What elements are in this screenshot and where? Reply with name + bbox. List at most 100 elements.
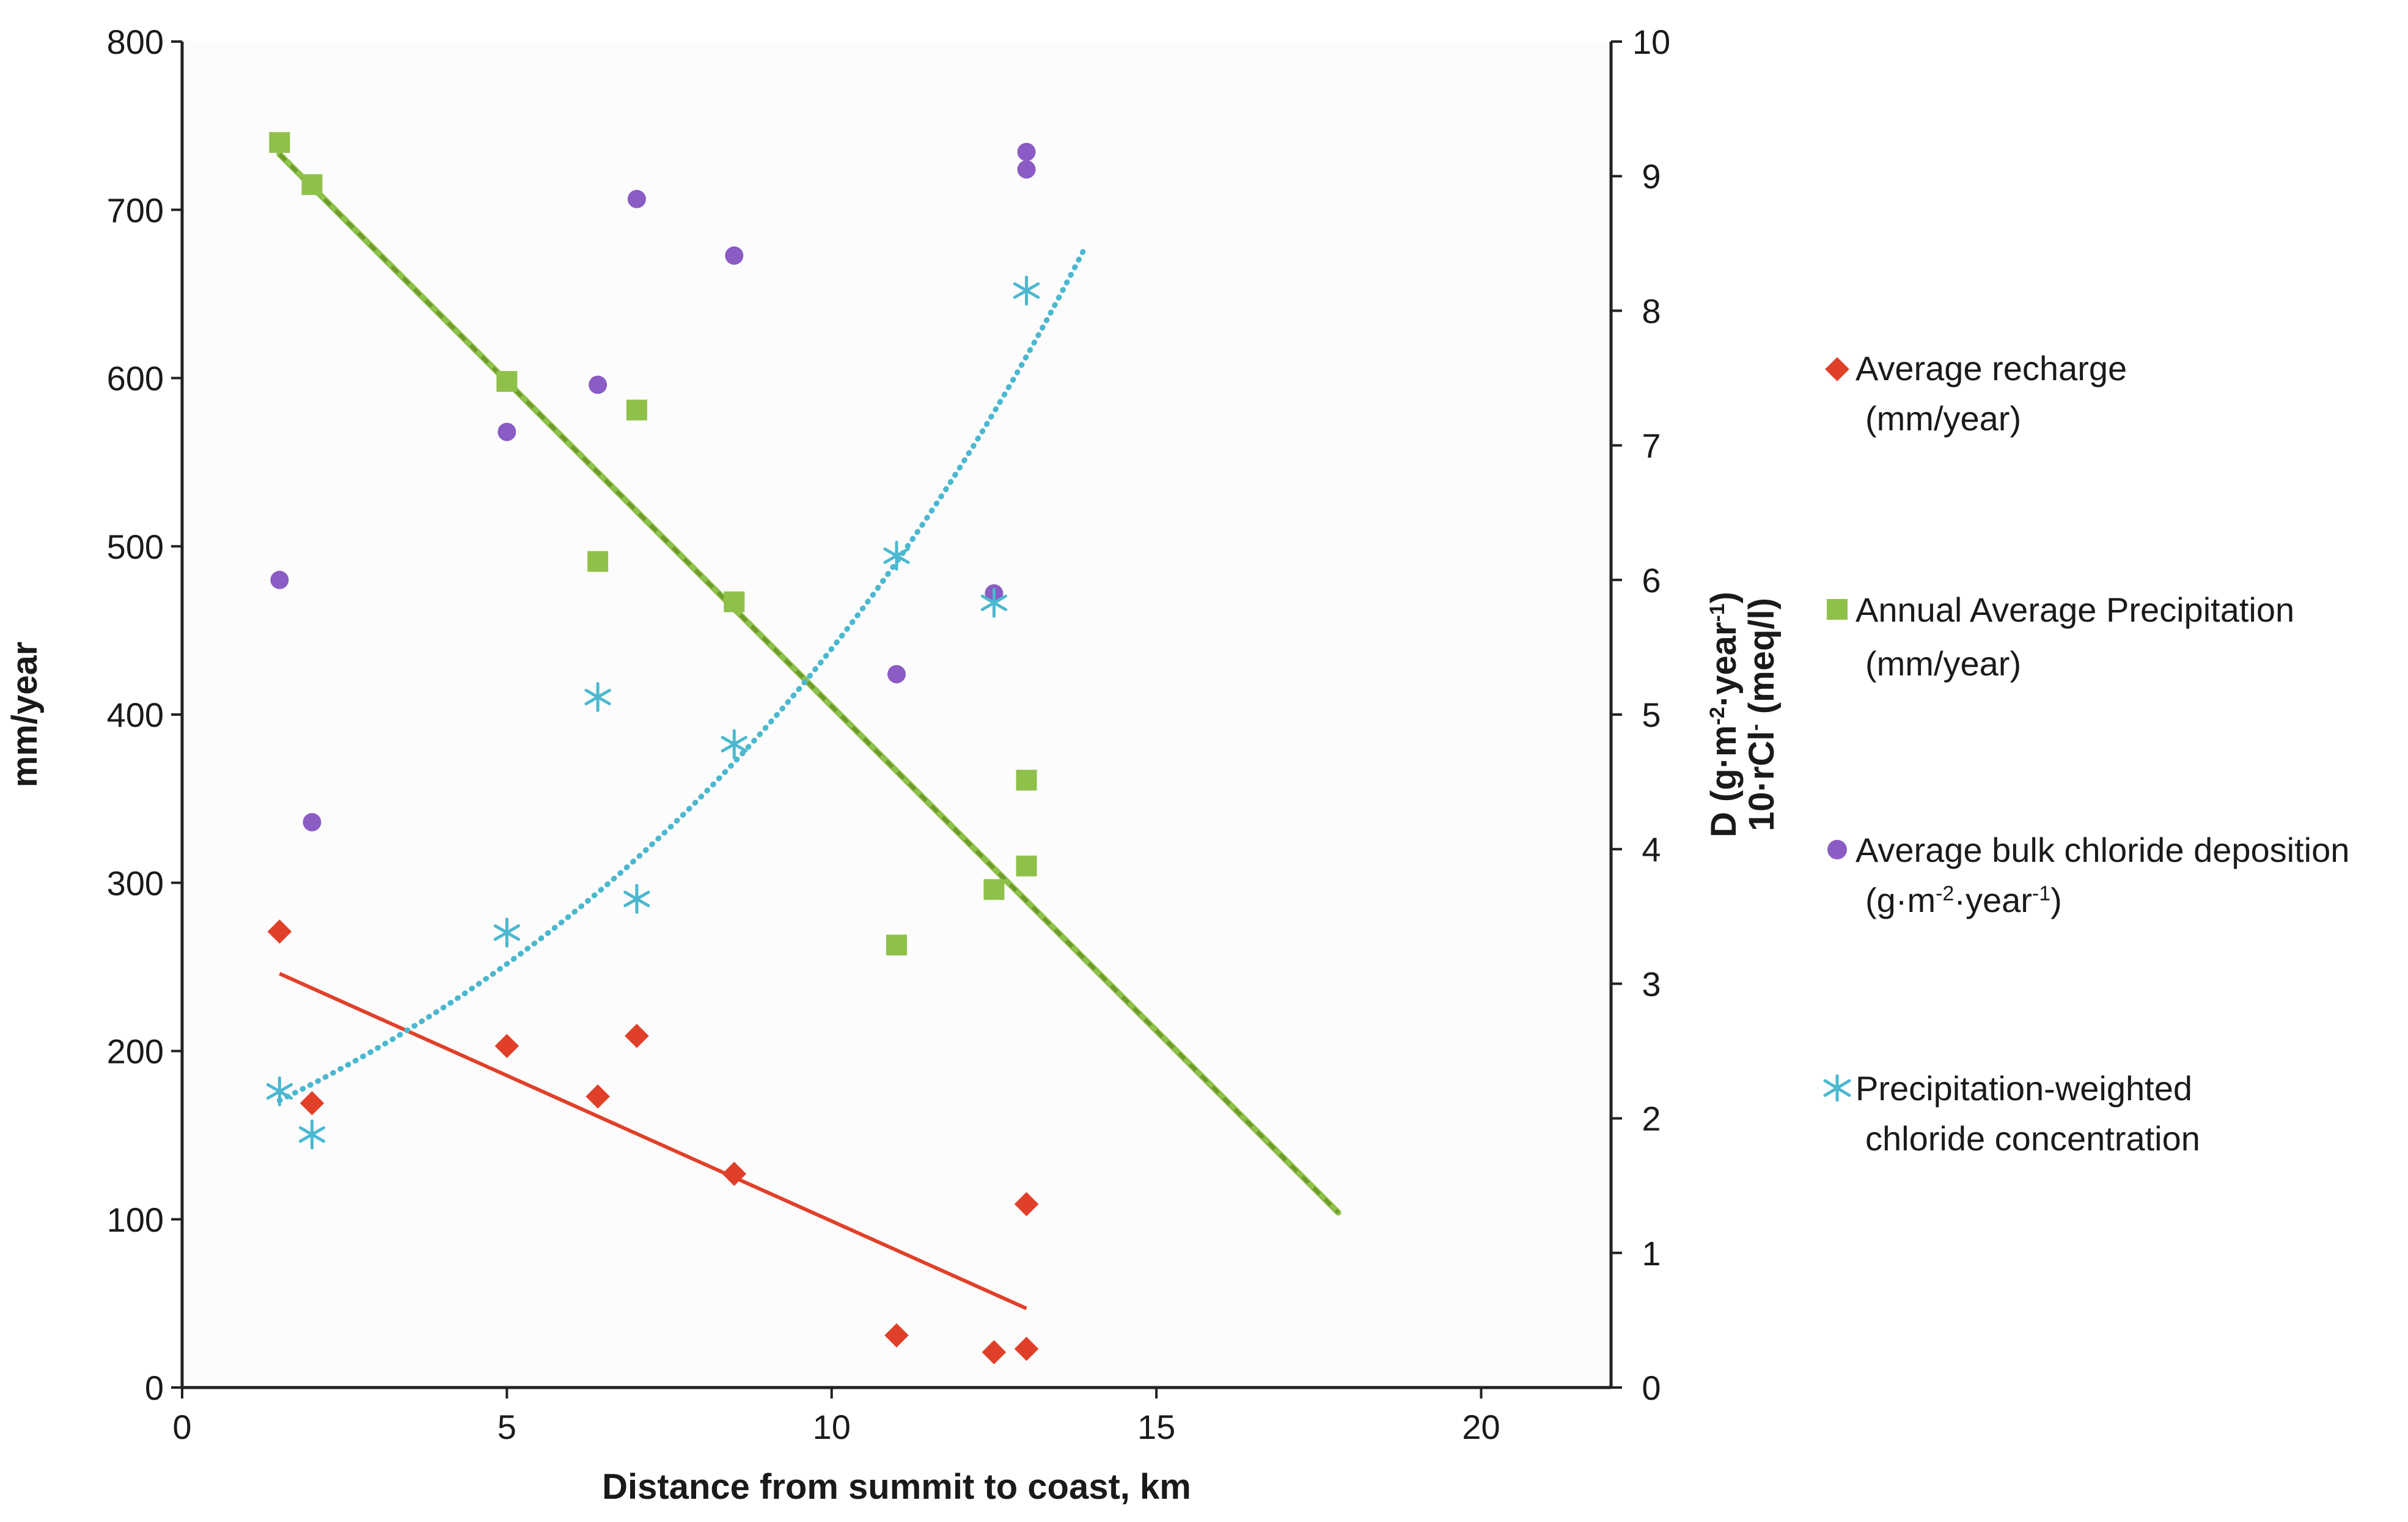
- x-tick-label: 5: [497, 1408, 516, 1446]
- legend-label-line2: (mm/year): [1865, 644, 2021, 683]
- legend-label-part: ·year: [1954, 881, 2032, 919]
- point-recharge: [982, 1340, 1007, 1364]
- right-tick-label: 3: [1642, 965, 1661, 1003]
- asterisk-stroke: [883, 547, 910, 564]
- left-tick-label: 600: [107, 359, 164, 398]
- x-tick-label: 20: [1462, 1408, 1500, 1446]
- point-precipitation: [496, 371, 518, 392]
- x-tick-label: 10: [813, 1408, 851, 1446]
- point-chloride-concentration: [584, 682, 611, 712]
- asterisk-stroke: [298, 1126, 326, 1143]
- right-axis-title-sup: -1: [1706, 603, 1729, 622]
- point-chloride-deposition: [725, 246, 744, 265]
- legend-marker-diamond: [1825, 357, 1849, 381]
- right-tick-label: 8: [1642, 292, 1661, 330]
- legend-label-sup: -2: [1936, 882, 1954, 905]
- point-chloride-concentration: [721, 729, 747, 759]
- point-recharge: [1014, 1336, 1039, 1361]
- point-chloride-deposition: [497, 422, 516, 441]
- right-axis-title-sup: -2: [1706, 707, 1729, 725]
- point-chloride-deposition: [1017, 142, 1036, 161]
- legend: Average recharge (mm/year) Annual Averag…: [1823, 349, 2349, 1158]
- legend-item-precip-weighted-chloride: Precipitation-weighted chloride concentr…: [1823, 1069, 2200, 1158]
- right-axis-title-part: 10·rCl: [1742, 731, 1782, 831]
- right-tick-label: 1: [1642, 1234, 1661, 1273]
- left-tick-label: 0: [145, 1369, 164, 1407]
- asterisk-stroke: [584, 688, 611, 705]
- right-axis-title-part: D (g·m: [1704, 725, 1744, 837]
- svg-text:10·rCl- (meq/l): 10·rCl- (meq/l): [1742, 598, 1782, 831]
- legend-label: Average recharge: [1856, 349, 2127, 388]
- axes: [171, 40, 1622, 1399]
- right-axis-title-part: ·year: [1704, 622, 1744, 707]
- point-precipitation: [301, 174, 323, 195]
- right-y-axis-title: D (g·m-2·year-1) 10·rCl- (meq/l): [1704, 592, 1782, 837]
- point-precipitation: [269, 132, 290, 153]
- right-tick-label: 6: [1642, 561, 1661, 600]
- left-tick-label: 300: [107, 864, 164, 902]
- point-chloride-deposition: [270, 570, 289, 589]
- right-tick-label: 0: [1642, 1369, 1661, 1407]
- right-tick-label: 10: [1632, 23, 1670, 61]
- point-precipitation: [587, 551, 609, 572]
- legend-label-part: (g·m: [1865, 881, 1936, 919]
- trendline-3: [276, 244, 1088, 1103]
- left-tick-label: 100: [107, 1200, 164, 1239]
- point-chloride-concentration: [623, 884, 650, 914]
- point-precipitation: [1016, 855, 1037, 877]
- point-chloride-concentration: [266, 1076, 293, 1107]
- point-precipitation: [886, 935, 907, 956]
- asterisk-stroke: [721, 735, 747, 752]
- asterisk-stroke: [493, 924, 521, 941]
- point-chloride-deposition: [887, 664, 906, 683]
- plot-area: [182, 42, 1611, 1388]
- point-chloride-concentration: [493, 917, 521, 948]
- point-chloride-concentration: [1013, 275, 1040, 306]
- asterisk-stroke: [266, 1083, 293, 1100]
- trendline-0: [279, 972, 1027, 1311]
- left-tick-label: 800: [107, 23, 164, 61]
- svg-text:D (g·m-2·year-1): D (g·m-2·year-1): [1704, 592, 1744, 837]
- right-tick-label: 4: [1642, 830, 1661, 869]
- point-precipitation: [1016, 770, 1037, 791]
- legend-marker-circle: [1827, 840, 1847, 859]
- point-chloride-concentration: [298, 1119, 326, 1150]
- legend-item-chloride-deposition: Average bulk chloride deposition (g·m-2·…: [1827, 831, 2349, 919]
- x-tick-label: 15: [1137, 1408, 1175, 1446]
- left-tick-label: 400: [107, 696, 164, 734]
- x-tick-label: 0: [172, 1408, 191, 1446]
- point-chloride-deposition: [589, 375, 608, 394]
- legend-marker-square: [1827, 599, 1848, 620]
- right-axis-title-sup: -: [1744, 724, 1767, 730]
- left-tick-label: 200: [107, 1032, 164, 1071]
- asterisk-stroke: [1013, 282, 1040, 299]
- right-axis-title-part: (meq/l): [1742, 598, 1782, 724]
- x-axis-title: Distance from summit to coast, km: [602, 1467, 1191, 1507]
- point-precipitation: [983, 879, 1005, 900]
- legend-item-annual-precipitation: Annual Average Precipitation (mm/year): [1827, 590, 2294, 683]
- legend-item-average-recharge: Average recharge (mm/year): [1825, 349, 2127, 438]
- point-chloride-deposition: [303, 813, 321, 832]
- legend-label: Precipitation-weighted: [1856, 1069, 2192, 1108]
- trendline-1: [278, 153, 1340, 1214]
- legend-label-part: ): [2050, 881, 2062, 919]
- right-tick-label: 7: [1642, 427, 1661, 465]
- point-chloride-concentration: [980, 587, 1008, 618]
- legend-label-sup: -1: [2032, 882, 2050, 905]
- point-recharge: [884, 1323, 909, 1348]
- point-chloride-deposition: [1017, 160, 1036, 179]
- right-axis-title-part: ): [1704, 592, 1744, 603]
- legend-label: Average bulk chloride deposition: [1856, 831, 2349, 869]
- right-tick-label: 5: [1642, 696, 1661, 734]
- left-y-axis-title: mm/year: [5, 642, 45, 788]
- point-chloride-deposition: [627, 189, 646, 208]
- legend-label-line2: chloride concentration: [1865, 1119, 2200, 1158]
- trendlines: [276, 151, 1342, 1311]
- point-chloride-concentration: [883, 540, 910, 571]
- legend-marker-asterisk: [1823, 1074, 1851, 1102]
- legend-label-line2: (g·m-2·year-1): [1865, 881, 2062, 919]
- right-tick-label: 9: [1642, 157, 1661, 196]
- legend-label-line2: (mm/year): [1865, 399, 2021, 438]
